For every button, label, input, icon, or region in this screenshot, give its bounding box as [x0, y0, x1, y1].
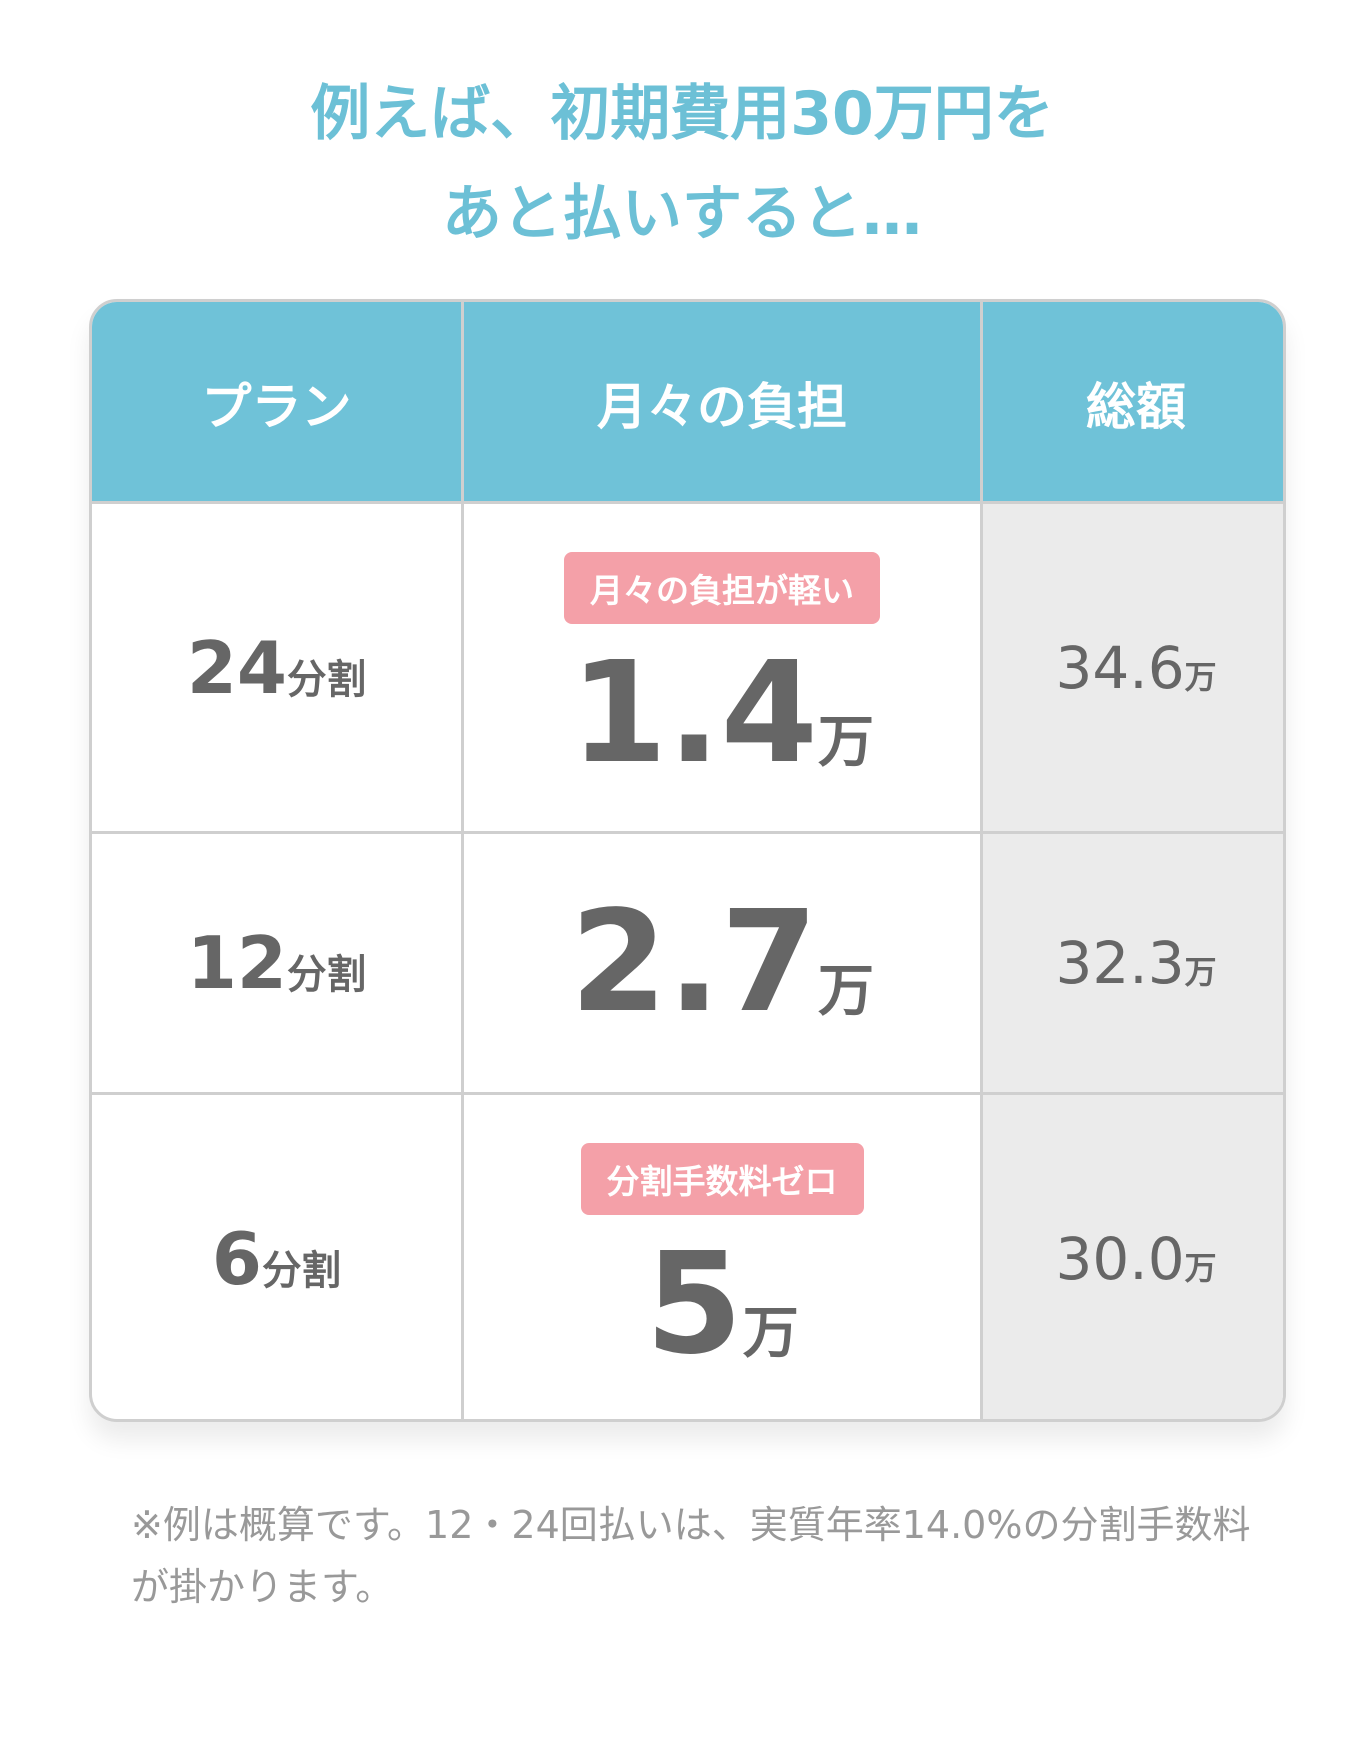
plan-suffix: 分割 — [261, 1247, 342, 1294]
total-column-background — [983, 504, 1283, 1419]
column-divider — [980, 302, 983, 1419]
plan-suffix: 分割 — [287, 656, 367, 703]
no-fee-badge: 分割手数料ゼロ — [580, 1142, 864, 1215]
table-row-12-plan: 12分割 — [92, 834, 461, 1092]
table-row-24-plan: 24分割 — [92, 504, 461, 831]
monthly-value: 1.4 — [569, 631, 818, 795]
header-plan: プラン — [92, 302, 461, 504]
plan-comparison-table: プラン 月々の負担 総額 24分割 月々の負担が軽い 1.4万 34.6万 12… — [89, 299, 1286, 1422]
plan-number: 24 — [186, 625, 288, 710]
headline-line-1: 例えば、初期費用30万円を — [310, 79, 1054, 149]
plan-number: 12 — [186, 921, 288, 1005]
table-row-6-monthly: 分割手数料ゼロ 5万 — [464, 1095, 980, 1419]
light-burden-badge: 月々の負担が軽い — [564, 551, 880, 624]
table-row-12-total: 32.3万 — [983, 834, 1283, 1092]
monthly-value: 2.7 — [569, 881, 818, 1044]
total-value: 34.6 — [1055, 633, 1185, 702]
header-monthly: 月々の負担 — [464, 302, 980, 504]
table-row-6-total: 30.0万 — [983, 1095, 1283, 1419]
footnote: ※例は概算です。12・24回払いは、実質年率14.0%の分割手数料が掛かります。 — [131, 1503, 1251, 1609]
unit: 万 — [818, 709, 874, 775]
row-divider — [92, 831, 1283, 834]
table-row-6-plan: 6分割 — [92, 1095, 461, 1419]
table-row-24-monthly: 月々の負担が軽い 1.4万 — [464, 504, 980, 831]
unit: 万 — [1184, 953, 1217, 991]
plan-number: 6 — [211, 1216, 262, 1301]
row-divider — [92, 501, 1283, 504]
table-row-12-monthly: 2.7万 — [464, 834, 980, 1092]
unit: 万 — [1184, 657, 1217, 696]
row-divider — [92, 1092, 1283, 1095]
unit: 万 — [742, 1300, 799, 1366]
unit: 万 — [1184, 1248, 1217, 1287]
header-total: 総額 — [983, 302, 1283, 504]
column-divider — [461, 302, 464, 1419]
total-value: 32.3 — [1055, 929, 1185, 997]
headline-line-2: あと払いすると… — [442, 179, 922, 249]
monthly-value: 5 — [645, 1222, 743, 1386]
plan-suffix: 分割 — [287, 952, 367, 998]
unit: 万 — [818, 959, 874, 1024]
table-row-24-total: 34.6万 — [983, 504, 1283, 831]
total-value: 30.0 — [1055, 1224, 1185, 1293]
